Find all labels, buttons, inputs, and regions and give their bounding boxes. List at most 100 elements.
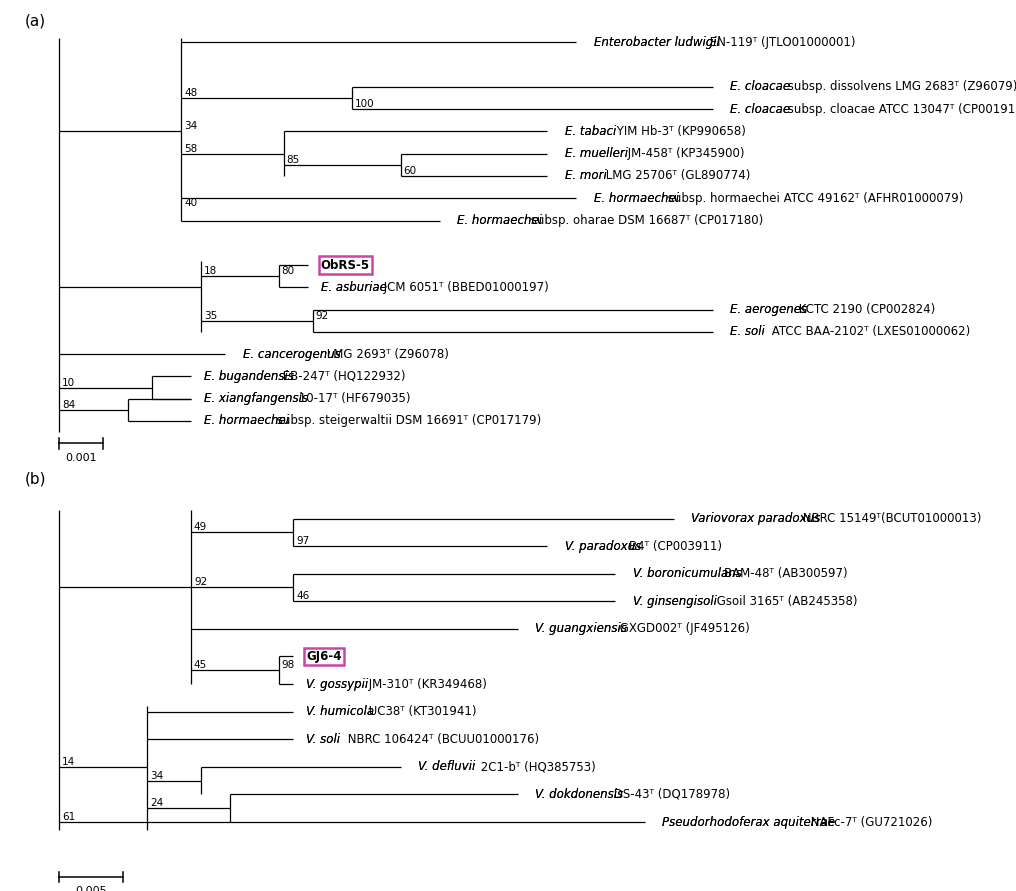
Text: E. hormaechei: E. hormaechei: [457, 214, 543, 227]
Text: E. asburiae: E. asburiae: [321, 281, 387, 294]
Text: E. cancerogenus: E. cancerogenus: [243, 347, 340, 361]
Text: V. ginsengisoli: V. ginsengisoli: [633, 595, 716, 608]
Text: E. cloacae: E. cloacae: [731, 102, 790, 116]
Text: BAM-48ᵀ (AB300597): BAM-48ᵀ (AB300597): [724, 568, 847, 580]
Text: subsp. ⁠dissolvens LMG 2683ᵀ (Z96079): subsp. ⁠dissolvens LMG 2683ᵀ (Z96079): [784, 80, 1016, 94]
Text: Variovorax paradoxus NBRC 15149ᵀ(BCUT01000013): Variovorax paradoxus NBRC 15149ᵀ(BCUT010…: [691, 512, 1003, 525]
Text: 10-17ᵀ (HF679035): 10-17ᵀ (HF679035): [295, 392, 410, 405]
Text: E. mori LMG 25706ᵀ (GL890774): E. mori LMG 25706ᵀ (GL890774): [565, 169, 755, 183]
Text: UC38ᵀ (KT301941): UC38ᵀ (KT301941): [365, 705, 477, 718]
Text: Pseudorhodoferax aquiterrae: Pseudorhodoferax aquiterrae: [662, 815, 835, 829]
Text: V. gossypii: V. gossypii: [306, 677, 368, 691]
Text: (b): (b): [25, 471, 47, 486]
Text: E. xiangfangensis: E. xiangfangensis: [203, 392, 308, 405]
Text: JCM 6051ᵀ (BBED01000197): JCM 6051ᵀ (BBED01000197): [380, 281, 549, 294]
Text: E. xiangfangensis 10-17ᵀ (HF679035): E. xiangfangensis 10-17ᵀ (HF679035): [203, 392, 424, 405]
Text: E. cloacae subsp. ⁠dissolvens LMG 2683ᵀ (Z96079): E. cloacae subsp. ⁠dissolvens LMG 2683ᵀ …: [731, 80, 1016, 94]
Text: subsp. ⁠cloacae ATCC 13047ᵀ (CP001918): subsp. ⁠cloacae ATCC 13047ᵀ (CP001918): [784, 102, 1016, 116]
Text: E. tabaci: E. tabaci: [565, 125, 616, 138]
Text: Pseudorhodoferax aquiterrae NAFc-7ᵀ (GU721026): Pseudorhodoferax aquiterrae NAFc-7ᵀ (GU7…: [662, 815, 960, 829]
Text: E. tabaci: E. tabaci: [565, 125, 616, 138]
Text: E. hormaechei: E. hormaechei: [457, 214, 543, 227]
Text: 60: 60: [403, 166, 417, 176]
Text: E. soli: E. soli: [731, 325, 765, 339]
Text: V. boronicumulans: V. boronicumulans: [633, 568, 742, 580]
Text: Variovorax paradoxus: Variovorax paradoxus: [691, 512, 821, 525]
Text: E. hormaechei: E. hormaechei: [593, 192, 679, 205]
Text: (a): (a): [25, 13, 47, 29]
Text: E. hormaechei: E. hormaechei: [203, 414, 289, 428]
Text: 100: 100: [355, 99, 375, 109]
Text: E. cloacae subsp. ⁠cloacae ATCC 13047ᵀ (CP001918): E. cloacae subsp. ⁠cloacae ATCC 13047ᵀ (…: [731, 102, 1016, 116]
Text: NAFc-7ᵀ (GU721026): NAFc-7ᵀ (GU721026): [807, 815, 933, 829]
Text: Enterobacter ludwigii EN-119ᵀ (JTLO01000001): Enterobacter ludwigii EN-119ᵀ (JTLO01000…: [593, 36, 870, 49]
Text: V. paradoxus: V. paradoxus: [565, 540, 641, 552]
Text: 58: 58: [184, 143, 197, 153]
Text: 61: 61: [62, 812, 75, 822]
Text: E. bugandensis EB-247ᵀ (HQ122932): E. bugandensis EB-247ᵀ (HQ122932): [203, 370, 421, 383]
Text: E. xiangfangensis: E. xiangfangensis: [203, 392, 308, 405]
Text: 49: 49: [194, 522, 207, 532]
Text: V. boronicumulansBAM-48ᵀ (AB300597): V. boronicumulansBAM-48ᵀ (AB300597): [633, 568, 865, 580]
Text: GJ6-4: GJ6-4: [306, 650, 341, 663]
Text: E. cloacae: E. cloacae: [731, 80, 790, 94]
Text: GXGD002ᵀ (JF495126): GXGD002ᵀ (JF495126): [616, 623, 750, 635]
Text: V. guangxiensis: V. guangxiensis: [535, 623, 627, 635]
Text: Gsoil 3165ᵀ (AB245358): Gsoil 3165ᵀ (AB245358): [713, 595, 858, 608]
Text: DS-43ᵀ (DQ178978): DS-43ᵀ (DQ178978): [611, 788, 731, 801]
Text: E. hormaechei subsp. ⁠oharae DSM 16687ᵀ (CP017180): E. hormaechei subsp. ⁠oharae DSM 16687ᵀ …: [457, 214, 778, 227]
Text: 85: 85: [287, 155, 300, 165]
Text: 40: 40: [184, 198, 197, 208]
Text: 92: 92: [316, 311, 329, 321]
Text: V. ginsengisoli Gsoil 3165ᵀ (AB245358): V. ginsengisoli Gsoil 3165ᵀ (AB245358): [633, 595, 862, 608]
Text: 45: 45: [194, 660, 207, 670]
Text: V. paradoxus: V. paradoxus: [565, 540, 641, 552]
Text: 18: 18: [203, 266, 217, 276]
Text: V. soli: V. soli: [306, 732, 340, 746]
Text: Enterobacter ludwigii: Enterobacter ludwigii: [593, 36, 719, 49]
Text: E. muelleri JM-458ᵀ (KP345900): E. muelleri JM-458ᵀ (KP345900): [565, 147, 749, 160]
Text: V. defluvii: V. defluvii: [419, 760, 475, 773]
Text: NBRC 15149ᵀ(BCUT01000013): NBRC 15149ᵀ(BCUT01000013): [799, 512, 981, 525]
Text: 80: 80: [281, 266, 295, 276]
Text: E. hormaechei subsp. ⁠hormaechei ATCC 49162ᵀ (AFHR01000079): E. hormaechei subsp. ⁠hormaechei ATCC 49…: [593, 192, 978, 205]
Text: EN-119ᵀ (JTLO01000001): EN-119ᵀ (JTLO01000001): [706, 36, 856, 49]
Text: ObRS-5: ObRS-5: [321, 258, 370, 272]
Text: 24: 24: [150, 798, 164, 808]
Text: V. dokdonensis: V. dokdonensis: [535, 788, 624, 801]
Text: E. asburiae: E. asburiae: [321, 281, 387, 294]
Text: 0.001: 0.001: [65, 453, 98, 463]
Text: JM-310ᵀ (KR349468): JM-310ᵀ (KR349468): [365, 677, 487, 691]
Text: 34: 34: [184, 121, 197, 131]
Text: 46: 46: [297, 592, 310, 601]
Text: 92: 92: [194, 577, 207, 587]
Text: V. humicola: V. humicola: [306, 705, 374, 718]
Text: E. soli: E. soli: [731, 325, 765, 339]
Text: E. aerogenes KCTC 2190 (CP002824): E. aerogenes KCTC 2190 (CP002824): [731, 303, 948, 316]
Text: subsp. ⁠hormaechei ATCC 49162ᵀ (AFHR01000079): subsp. ⁠hormaechei ATCC 49162ᵀ (AFHR0100…: [663, 192, 963, 205]
Text: V. defluvii: V. defluvii: [419, 760, 475, 773]
Text: YIM Hb-3ᵀ (KP990658): YIM Hb-3ᵀ (KP990658): [613, 125, 746, 138]
Text: E. hormaechei: E. hormaechei: [593, 192, 679, 205]
Text: 84: 84: [62, 400, 75, 410]
Text: E. soli ATCC BAA-2102ᵀ (LXES01000062): E. soli ATCC BAA-2102ᵀ (LXES01000062): [731, 325, 967, 339]
Text: E. tabaci YIM Hb-3ᵀ (KP990658): E. tabaci YIM Hb-3ᵀ (KP990658): [565, 125, 749, 138]
Text: KCTC 2190 (CP002824): KCTC 2190 (CP002824): [795, 303, 935, 316]
Text: V. defluvii 2C1-bᵀ (HQ385753): V. defluvii 2C1-bᵀ (HQ385753): [419, 760, 594, 773]
Text: E. cloacae: E. cloacae: [731, 80, 790, 94]
Text: 48: 48: [184, 88, 197, 98]
Text: V. humicola UC38ᵀ (KT301941): V. humicola UC38ᵀ (KT301941): [306, 705, 486, 718]
Text: V. boronicumulans: V. boronicumulans: [633, 568, 742, 580]
Text: 14: 14: [62, 756, 75, 767]
Text: E. asburiae JCM 6051ᵀ (BBED01000197): E. asburiae JCM 6051ᵀ (BBED01000197): [321, 281, 556, 294]
Text: EB-247ᵀ (HQ122932): EB-247ᵀ (HQ122932): [278, 370, 405, 383]
Text: B4ᵀ (CP003911): B4ᵀ (CP003911): [629, 540, 722, 552]
Text: V. humicola: V. humicola: [306, 705, 374, 718]
Text: ATCC BAA-2102ᵀ (LXES01000062): ATCC BAA-2102ᵀ (LXES01000062): [768, 325, 970, 339]
Text: V. gossypii: V. gossypii: [306, 677, 368, 691]
Text: 98: 98: [281, 660, 295, 670]
Text: 2C1-bᵀ (HQ385753): 2C1-bᵀ (HQ385753): [478, 760, 596, 773]
Text: E. bugandensis: E. bugandensis: [203, 370, 294, 383]
Text: V. soli NBRC 106424ᵀ (BCUU01000176): V. soli NBRC 106424ᵀ (BCUU01000176): [306, 732, 535, 746]
Text: E. mori: E. mori: [565, 169, 607, 183]
